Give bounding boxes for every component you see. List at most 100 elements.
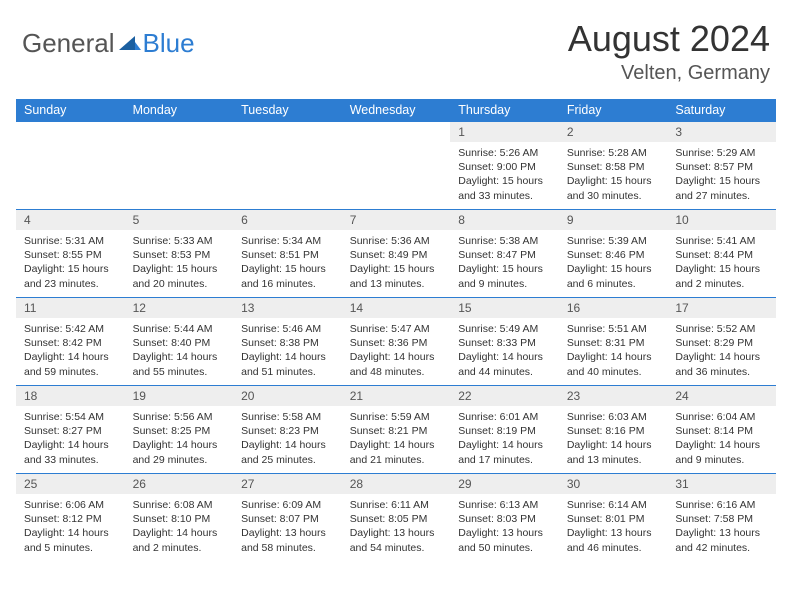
daylight-text: Daylight: 15 hours and 23 minutes.: [24, 262, 117, 290]
calendar-cell: 7Sunrise: 5:36 AMSunset: 8:49 PMDaylight…: [342, 210, 451, 296]
daylight-text: Daylight: 15 hours and 30 minutes.: [567, 174, 660, 202]
day-number: 1: [450, 122, 559, 142]
calendar-cell: 26Sunrise: 6:08 AMSunset: 8:10 PMDayligh…: [125, 474, 234, 560]
sunset-text: Sunset: 8:16 PM: [567, 424, 660, 438]
sunset-text: Sunset: 8:38 PM: [241, 336, 334, 350]
day-number: 16: [559, 298, 668, 318]
daylight-text: Daylight: 14 hours and 51 minutes.: [241, 350, 334, 378]
sunrise-text: Sunrise: 5:44 AM: [133, 322, 226, 336]
daylight-text: Daylight: 14 hours and 17 minutes.: [458, 438, 551, 466]
calendar-week: 18Sunrise: 5:54 AMSunset: 8:27 PMDayligh…: [16, 386, 776, 472]
day-body: Sunrise: 5:31 AMSunset: 8:55 PMDaylight:…: [16, 230, 125, 293]
day-body: Sunrise: 6:09 AMSunset: 8:07 PMDaylight:…: [233, 494, 342, 557]
daylight-text: Daylight: 14 hours and 5 minutes.: [24, 526, 117, 554]
calendar-cell: .: [125, 122, 234, 208]
daylight-text: Daylight: 14 hours and 29 minutes.: [133, 438, 226, 466]
calendar-cell: 25Sunrise: 6:06 AMSunset: 8:12 PMDayligh…: [16, 474, 125, 560]
day-number: 24: [667, 386, 776, 406]
calendar-cell: .: [342, 122, 451, 208]
sunset-text: Sunset: 8:46 PM: [567, 248, 660, 262]
day-number: 11: [16, 298, 125, 318]
day-body: Sunrise: 5:28 AMSunset: 8:58 PMDaylight:…: [559, 142, 668, 205]
sunset-text: Sunset: 8:47 PM: [458, 248, 551, 262]
day-number: 25: [16, 474, 125, 494]
sunset-text: Sunset: 8:10 PM: [133, 512, 226, 526]
day-body: Sunrise: 5:34 AMSunset: 8:51 PMDaylight:…: [233, 230, 342, 293]
sunset-text: Sunset: 8:51 PM: [241, 248, 334, 262]
calendar-cell: 24Sunrise: 6:04 AMSunset: 8:14 PMDayligh…: [667, 386, 776, 472]
day-number: 22: [450, 386, 559, 406]
calendar-cell: 1Sunrise: 5:26 AMSunset: 9:00 PMDaylight…: [450, 122, 559, 208]
day-number: 18: [16, 386, 125, 406]
sunset-text: Sunset: 7:58 PM: [675, 512, 768, 526]
day-number: 14: [342, 298, 451, 318]
calendar-cell: 21Sunrise: 5:59 AMSunset: 8:21 PMDayligh…: [342, 386, 451, 472]
day-body: Sunrise: 6:16 AMSunset: 7:58 PMDaylight:…: [667, 494, 776, 557]
header: General Blue August 2024 Velten, Germany: [0, 0, 792, 93]
daylight-text: Daylight: 15 hours and 13 minutes.: [350, 262, 443, 290]
day-number: 30: [559, 474, 668, 494]
day-body: Sunrise: 5:41 AMSunset: 8:44 PMDaylight:…: [667, 230, 776, 293]
daylight-text: Daylight: 14 hours and 40 minutes.: [567, 350, 660, 378]
logo-triangle-icon: [119, 32, 141, 55]
sunset-text: Sunset: 8:44 PM: [675, 248, 768, 262]
day-body: Sunrise: 5:49 AMSunset: 8:33 PMDaylight:…: [450, 318, 559, 381]
sunset-text: Sunset: 8:31 PM: [567, 336, 660, 350]
calendar-cell: 20Sunrise: 5:58 AMSunset: 8:23 PMDayligh…: [233, 386, 342, 472]
day-number: 19: [125, 386, 234, 406]
dow-header: Wednesday: [342, 99, 451, 122]
day-number: 10: [667, 210, 776, 230]
day-body: Sunrise: 6:13 AMSunset: 8:03 PMDaylight:…: [450, 494, 559, 557]
day-body: Sunrise: 5:29 AMSunset: 8:57 PMDaylight:…: [667, 142, 776, 205]
day-number: 3: [667, 122, 776, 142]
sunrise-text: Sunrise: 6:09 AM: [241, 498, 334, 512]
sunrise-text: Sunrise: 5:38 AM: [458, 234, 551, 248]
day-number: 13: [233, 298, 342, 318]
day-body: Sunrise: 5:51 AMSunset: 8:31 PMDaylight:…: [559, 318, 668, 381]
sunrise-text: Sunrise: 6:16 AM: [675, 498, 768, 512]
calendar-cell: 6Sunrise: 5:34 AMSunset: 8:51 PMDaylight…: [233, 210, 342, 296]
day-number: 28: [342, 474, 451, 494]
sunset-text: Sunset: 8:42 PM: [24, 336, 117, 350]
dow-header: Sunday: [16, 99, 125, 122]
daylight-text: Daylight: 15 hours and 2 minutes.: [675, 262, 768, 290]
daylight-text: Daylight: 15 hours and 16 minutes.: [241, 262, 334, 290]
day-body: Sunrise: 6:04 AMSunset: 8:14 PMDaylight:…: [667, 406, 776, 469]
sunrise-text: Sunrise: 5:42 AM: [24, 322, 117, 336]
sunrise-text: Sunrise: 5:34 AM: [241, 234, 334, 248]
day-body: Sunrise: 5:44 AMSunset: 8:40 PMDaylight:…: [125, 318, 234, 381]
calendar-week: ....1Sunrise: 5:26 AMSunset: 9:00 PMDayl…: [16, 122, 776, 208]
sunset-text: Sunset: 8:53 PM: [133, 248, 226, 262]
calendar-cell: 10Sunrise: 5:41 AMSunset: 8:44 PMDayligh…: [667, 210, 776, 296]
calendar-cell: 15Sunrise: 5:49 AMSunset: 8:33 PMDayligh…: [450, 298, 559, 384]
sunset-text: Sunset: 8:01 PM: [567, 512, 660, 526]
day-body: Sunrise: 5:26 AMSunset: 9:00 PMDaylight:…: [450, 142, 559, 205]
daylight-text: Daylight: 14 hours and 9 minutes.: [675, 438, 768, 466]
sunset-text: Sunset: 8:14 PM: [675, 424, 768, 438]
daylight-text: Daylight: 14 hours and 59 minutes.: [24, 350, 117, 378]
calendar-cell: 19Sunrise: 5:56 AMSunset: 8:25 PMDayligh…: [125, 386, 234, 472]
sunset-text: Sunset: 8:19 PM: [458, 424, 551, 438]
calendar-cell: 16Sunrise: 5:51 AMSunset: 8:31 PMDayligh…: [559, 298, 668, 384]
dow-header: Thursday: [450, 99, 559, 122]
calendar-table: SundayMondayTuesdayWednesdayThursdayFrid…: [16, 99, 776, 560]
sunset-text: Sunset: 8:25 PM: [133, 424, 226, 438]
sunrise-text: Sunrise: 6:11 AM: [350, 498, 443, 512]
sunset-text: Sunset: 8:23 PM: [241, 424, 334, 438]
day-body: Sunrise: 6:06 AMSunset: 8:12 PMDaylight:…: [16, 494, 125, 557]
daylight-text: Daylight: 13 hours and 54 minutes.: [350, 526, 443, 554]
day-body: Sunrise: 6:08 AMSunset: 8:10 PMDaylight:…: [125, 494, 234, 557]
sunset-text: Sunset: 8:36 PM: [350, 336, 443, 350]
sunset-text: Sunset: 8:27 PM: [24, 424, 117, 438]
day-body: Sunrise: 5:46 AMSunset: 8:38 PMDaylight:…: [233, 318, 342, 381]
calendar-cell: 12Sunrise: 5:44 AMSunset: 8:40 PMDayligh…: [125, 298, 234, 384]
day-number: 6: [233, 210, 342, 230]
sunrise-text: Sunrise: 6:14 AM: [567, 498, 660, 512]
sunset-text: Sunset: 8:21 PM: [350, 424, 443, 438]
daylight-text: Daylight: 14 hours and 25 minutes.: [241, 438, 334, 466]
daylight-text: Daylight: 14 hours and 13 minutes.: [567, 438, 660, 466]
day-body: Sunrise: 5:33 AMSunset: 8:53 PMDaylight:…: [125, 230, 234, 293]
day-body: Sunrise: 6:03 AMSunset: 8:16 PMDaylight:…: [559, 406, 668, 469]
sunset-text: Sunset: 8:57 PM: [675, 160, 768, 174]
daylight-text: Daylight: 14 hours and 36 minutes.: [675, 350, 768, 378]
